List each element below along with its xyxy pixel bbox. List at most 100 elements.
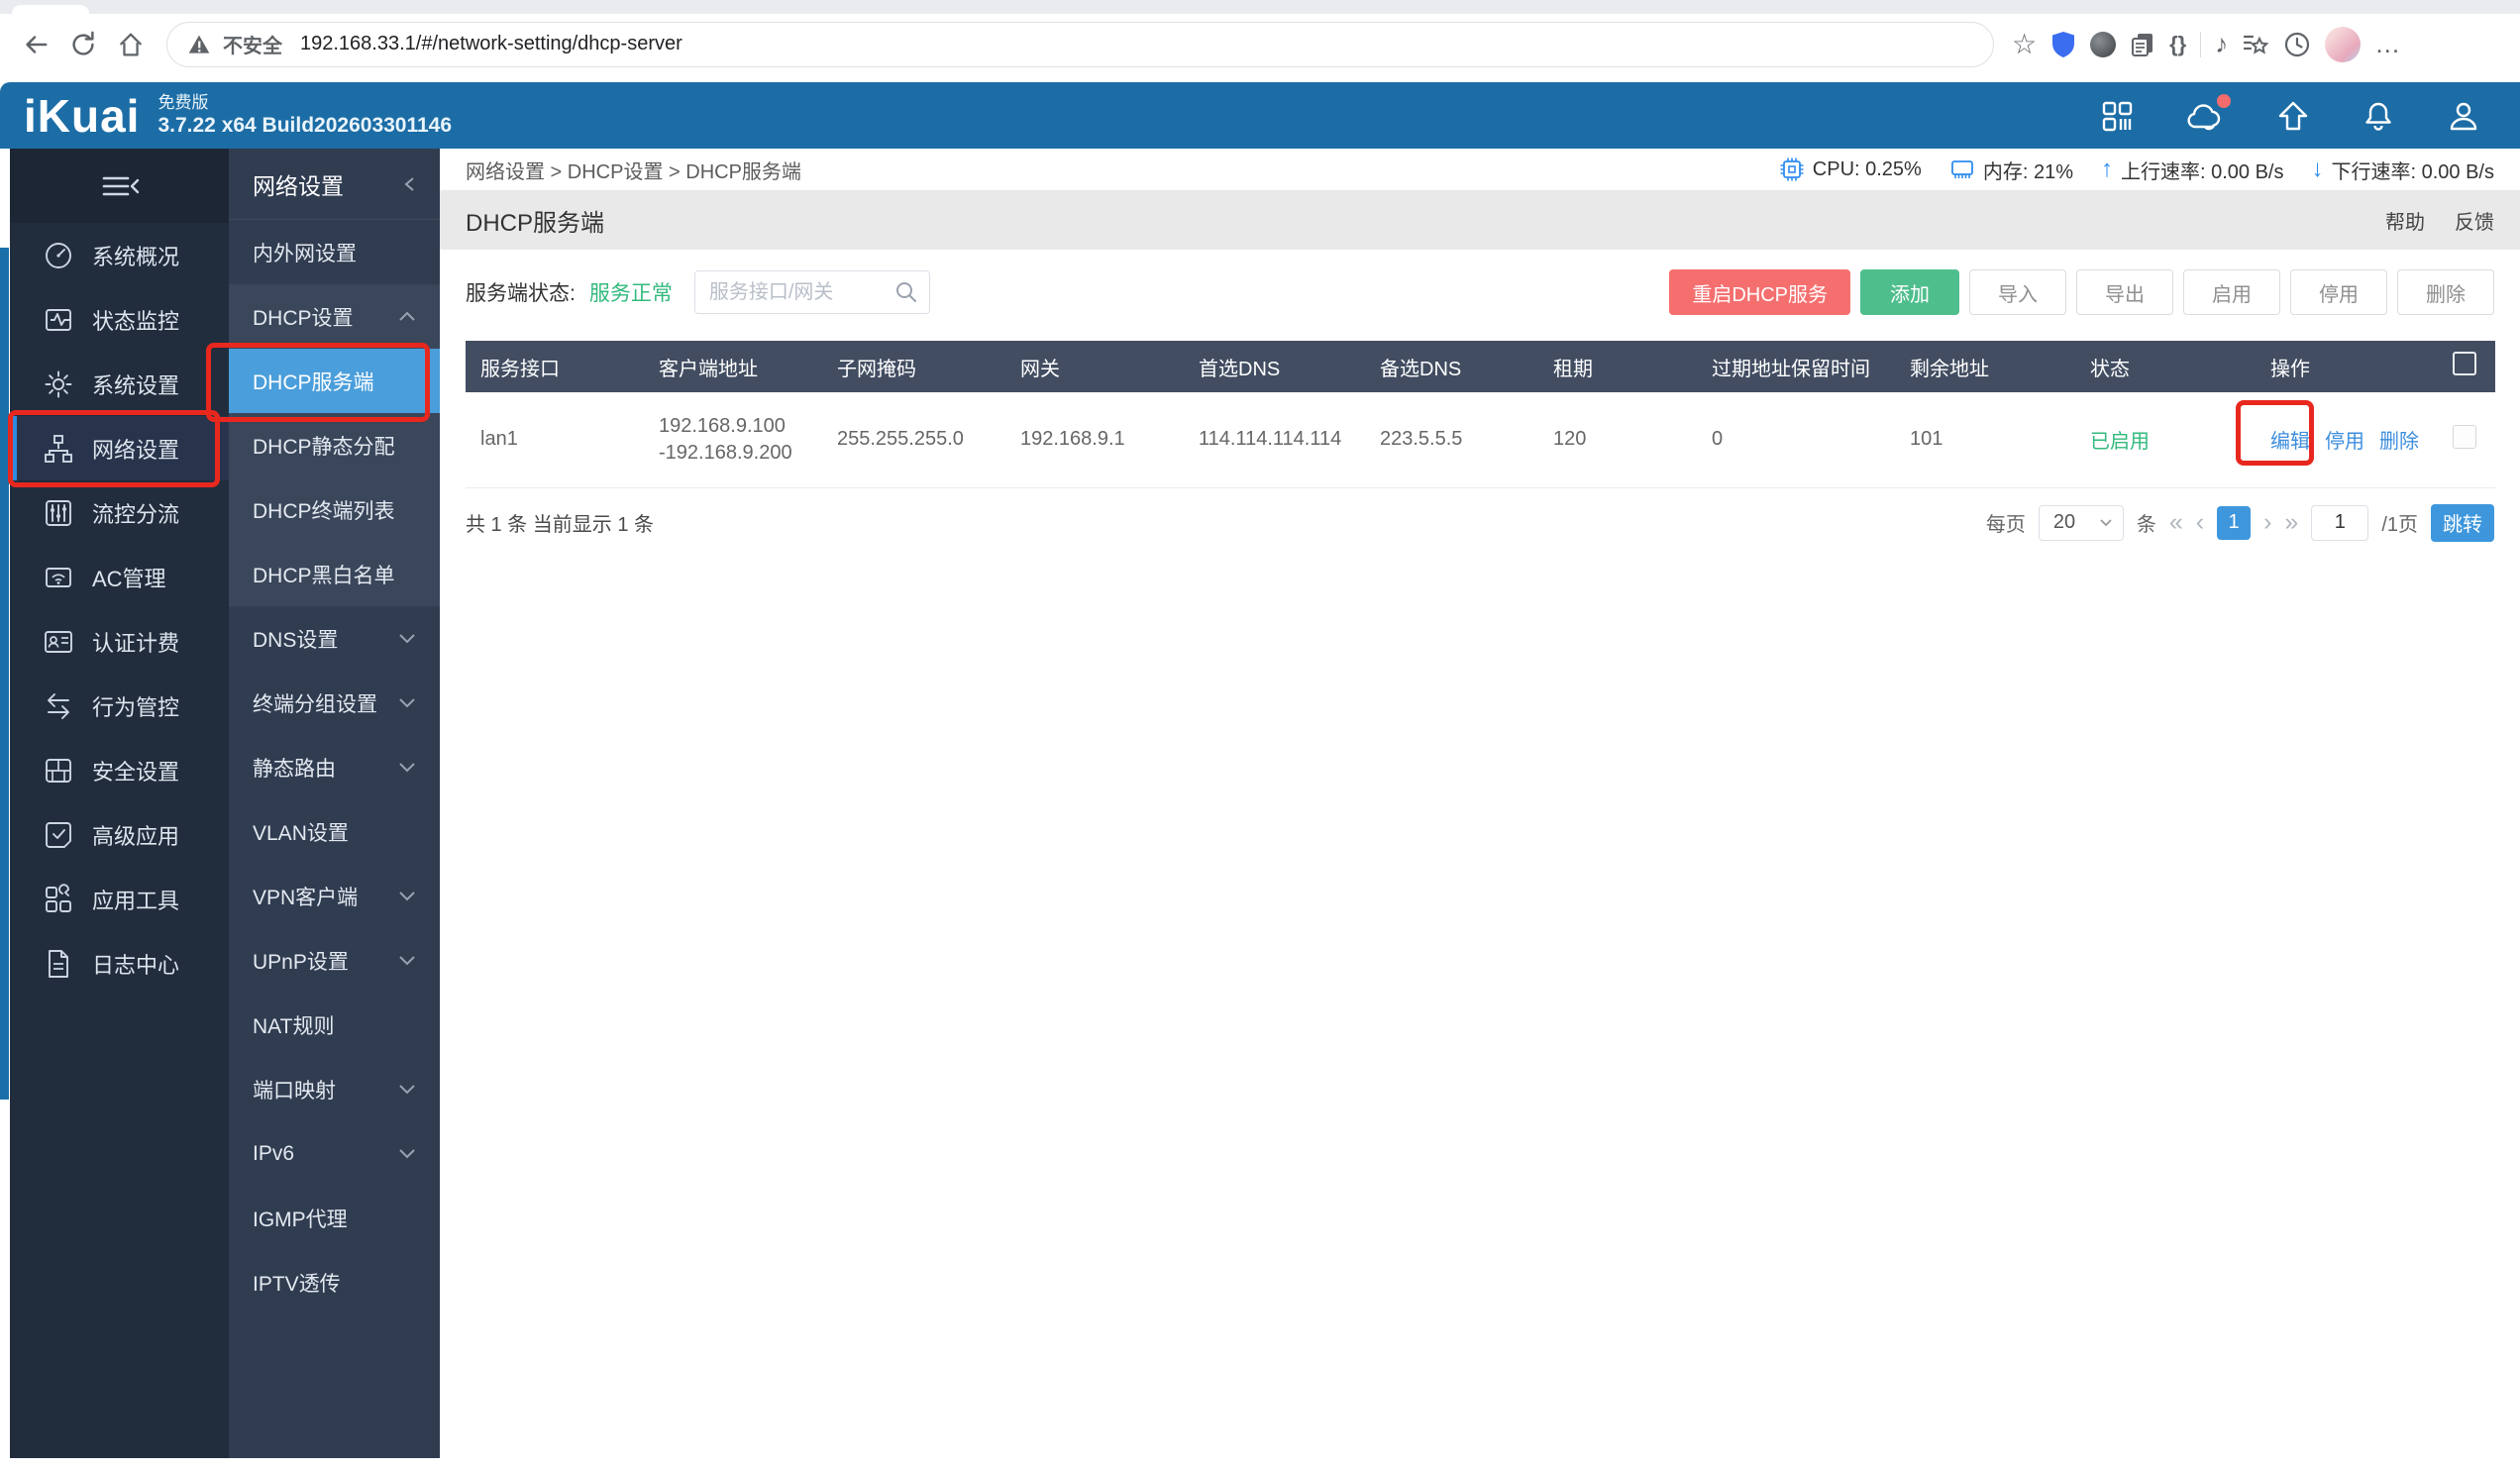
reload-icon[interactable]: [63, 25, 103, 64]
col-actions: 操作: [2256, 341, 2438, 392]
submenu-item-dhcp-static[interactable]: DHCP静态分配: [229, 413, 440, 477]
submenu-item-iptv[interactable]: IPTV透传: [229, 1250, 440, 1314]
music-note-icon[interactable]: ♪: [2215, 29, 2229, 58]
client-range-start: 192.168.9.100: [659, 414, 786, 437]
submenu-item-vlan[interactable]: VLAN设置: [229, 799, 440, 864]
jump-button[interactable]: 跳转: [2431, 503, 2494, 542]
delete-button[interactable]: 删除: [2397, 269, 2494, 315]
sidebar-item-flow-control[interactable]: 流控分流: [10, 480, 229, 545]
sidebar-item-log-center[interactable]: 日志中心: [10, 931, 229, 996]
profile-avatar[interactable]: [2325, 26, 2362, 62]
sidebar-item-system-settings[interactable]: 系统设置: [10, 352, 229, 416]
submenu-item-dhcp-server[interactable]: DHCP服务端: [229, 349, 440, 413]
submenu-item-igmp-proxy[interactable]: IGMP代理: [229, 1186, 440, 1250]
submenu-item-label: DHCP终端列表: [253, 499, 395, 523]
sidebar-item-app-tools[interactable]: 应用工具: [10, 867, 229, 931]
export-button[interactable]: 导出: [2076, 269, 2173, 315]
back-icon[interactable]: [16, 25, 55, 64]
submenu-item-dhcp-settings[interactable]: DHCP设置: [229, 284, 440, 349]
submenu-item-upnp[interactable]: UPnP设置: [229, 928, 440, 993]
memory-value: 内存: 21%: [1982, 160, 2073, 183]
dhcp-server-table: 服务接口 客户端地址 子网掩码 网关 首选DNS 备选DNS 租期 过期地址保留…: [466, 341, 2495, 488]
disable-link[interactable]: 停用: [2325, 431, 2364, 454]
row-checkbox[interactable]: [2453, 424, 2476, 449]
restart-dhcp-button[interactable]: 重启DHCP服务: [1669, 269, 1850, 315]
edit-link[interactable]: 编辑: [2270, 431, 2310, 454]
submenu-item-terminal-group[interactable]: 终端分组设置: [229, 671, 440, 735]
sidebar-item-advanced-apps[interactable]: 高级应用: [10, 802, 229, 867]
submenu-item-wan-lan[interactable]: 内外网设置: [229, 220, 440, 284]
sidebar-item-auth-billing[interactable]: 认证计费: [10, 609, 229, 674]
cloud-icon[interactable]: [2185, 93, 2231, 133]
url-bar[interactable]: 不安全 192.168.33.1/#/network-setting/dhcp-…: [166, 21, 1994, 67]
sidebar-item-system-overview[interactable]: 系统概况: [10, 223, 229, 287]
sidebar-item-network-settings[interactable]: 网络设置: [10, 416, 229, 480]
collections-icon[interactable]: [2242, 31, 2269, 58]
search-icon[interactable]: [894, 280, 918, 304]
submenu-item-label: DHCP设置: [253, 306, 354, 330]
cpu-value: CPU: 0.25%: [1812, 158, 1922, 180]
per-page-select[interactable]: 20: [2038, 504, 2124, 541]
import-button[interactable]: 导入: [1969, 269, 2066, 315]
page-jump-input[interactable]: [2311, 504, 2369, 541]
browser-tab[interactable]: [12, 5, 89, 14]
record-summary: 共 1 条 当前显示 1 条: [466, 514, 655, 536]
sphere-extension-icon[interactable]: [2090, 31, 2117, 57]
sidebar-item-behavior-control[interactable]: 行为管控: [10, 674, 229, 738]
next-page-button[interactable]: ›: [2263, 508, 2272, 536]
upgrade-arrow-icon[interactable]: [2276, 99, 2310, 133]
submenu-item-label: 终端分组设置: [253, 692, 377, 716]
prev-page-button[interactable]: ‹: [2195, 508, 2205, 536]
submenu-item-label: 内外网设置: [253, 242, 357, 265]
app-header: iKuai 免费版 3.7.22 x64 Build202603301146: [0, 82, 2520, 149]
extension-icon[interactable]: {}: [2169, 31, 2187, 56]
security-label[interactable]: 不安全: [223, 36, 282, 57]
select-all-checkbox[interactable]: [2453, 352, 2476, 375]
browser-menu-icon[interactable]: …: [2374, 29, 2403, 58]
delete-link[interactable]: 删除: [2379, 431, 2419, 454]
sidebar-collapse-button[interactable]: [10, 149, 229, 223]
col-expire-keep-time: 过期地址保留时间: [1697, 341, 1895, 392]
edition-label: 免费版: [158, 92, 209, 112]
cell-gateway: 192.168.9.1: [1005, 392, 1184, 488]
upload-arrow-icon: ↑: [2101, 156, 2113, 182]
security-warning-icon[interactable]: [187, 33, 211, 56]
col-lease: 租期: [1538, 341, 1697, 392]
submenu-item-label: DHCP黑白名单: [253, 564, 395, 587]
window-edge-strip: [0, 248, 9, 1100]
chevron-left-icon[interactable]: [402, 175, 416, 193]
url-text[interactable]: 192.168.33.1/#/network-setting/dhcp-serv…: [300, 33, 682, 54]
submenu-item-port-mapping[interactable]: 端口映射: [229, 1057, 440, 1121]
shield-extension-icon[interactable]: [2050, 30, 2076, 59]
sidebar-item-status-monitor[interactable]: 状态监控: [10, 287, 229, 352]
search-input[interactable]: [693, 270, 930, 314]
history-clock-icon[interactable]: [2283, 31, 2311, 58]
home-icon[interactable]: [111, 25, 151, 64]
first-page-button[interactable]: «: [2168, 508, 2183, 536]
bookmark-star-icon[interactable]: ☆: [2012, 29, 2038, 59]
submenu-item-ipv6[interactable]: IPv6: [229, 1121, 440, 1186]
submenu-item-dns[interactable]: DNS设置: [229, 606, 440, 671]
enable-button[interactable]: 启用: [2183, 269, 2280, 315]
submenu-item-dhcp-clients[interactable]: DHCP终端列表: [229, 477, 440, 542]
submenu-item-nat-rules[interactable]: NAT规则: [229, 993, 440, 1057]
feedback-link[interactable]: 反馈: [2455, 211, 2494, 234]
submenu-item-dhcp-blacklist[interactable]: DHCP黑白名单: [229, 542, 440, 606]
bell-icon[interactable]: [2362, 99, 2395, 133]
system-stats: CPU: 0.25% 内存: 21% ↑ 上行速率: 0.00 B/s ↓ 下行…: [1779, 156, 2494, 184]
sidebar-item-security-settings[interactable]: 安全设置: [10, 738, 229, 802]
last-page-button[interactable]: »: [2284, 508, 2299, 536]
submenu-title[interactable]: 网络设置: [229, 149, 440, 220]
per-page-value: 20: [2052, 511, 2076, 533]
sidebar-item-ac-management[interactable]: AC管理: [10, 545, 229, 609]
disable-button[interactable]: 停用: [2290, 269, 2387, 315]
help-link[interactable]: 帮助: [2385, 211, 2425, 234]
pages-extension-icon[interactable]: [2130, 31, 2155, 58]
submenu-item-vpn-client[interactable]: VPN客户端: [229, 864, 440, 928]
apps-grid-icon[interactable]: [2100, 99, 2134, 133]
submenu-item-static-route[interactable]: 静态路由: [229, 735, 440, 799]
current-page-button[interactable]: 1: [2217, 505, 2252, 540]
add-button[interactable]: 添加: [1860, 269, 1959, 315]
breadcrumb: 网络设置 > DHCP设置 > DHCP服务端: [466, 160, 801, 183]
user-icon[interactable]: [2447, 99, 2480, 133]
